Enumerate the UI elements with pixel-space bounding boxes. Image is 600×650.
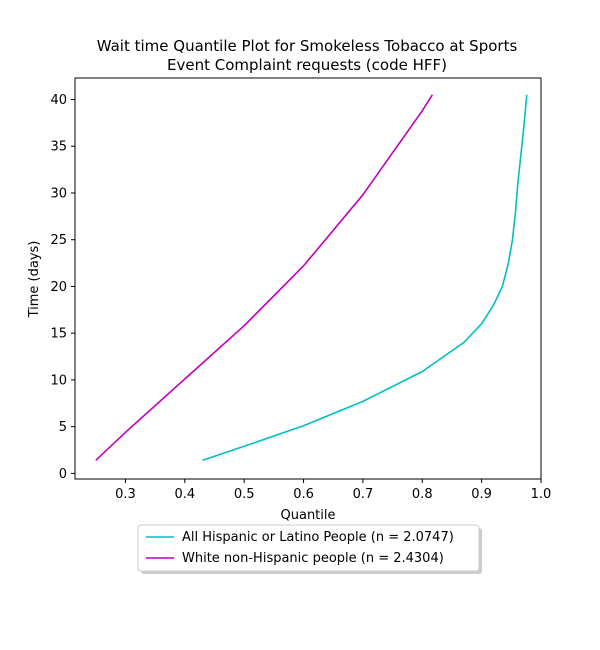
x-tick-label: 0.3 bbox=[115, 487, 136, 502]
y-tick-label: 40 bbox=[50, 93, 67, 108]
y-tick-label: 20 bbox=[50, 280, 67, 295]
chart-title-line-1: Wait time Quantile Plot for Smokeless To… bbox=[97, 37, 518, 55]
x-axis-label: Quantile bbox=[281, 508, 336, 523]
y-axis-label: Time (days) bbox=[27, 241, 42, 319]
chart-title-line-2: Event Complaint requests (code HFF) bbox=[167, 56, 447, 74]
plot-frame bbox=[74, 77, 542, 480]
x-tick-label: 0.7 bbox=[353, 487, 374, 502]
x-tick-label: 1.0 bbox=[531, 487, 552, 502]
series-line-white bbox=[95, 94, 434, 461]
y-tick-label: 15 bbox=[50, 327, 67, 342]
y-tick-label: 5 bbox=[59, 420, 67, 435]
series-line-hispanic bbox=[202, 94, 528, 462]
legend-box bbox=[137, 524, 480, 572]
x-tick-label: 0.5 bbox=[234, 487, 255, 502]
legend-label-white: White non-Hispanic people (n = 2.4304) bbox=[182, 551, 444, 566]
y-tick-label: 25 bbox=[50, 233, 67, 248]
y-tick-label: 30 bbox=[50, 186, 67, 201]
x-tick-label: 0.6 bbox=[293, 487, 314, 502]
y-tick-label: 0 bbox=[59, 467, 67, 482]
y-tick-label: 10 bbox=[50, 373, 67, 388]
legend-label-hispanic: All Hispanic or Latino People (n = 2.074… bbox=[182, 530, 454, 545]
y-tick-label: 35 bbox=[50, 140, 67, 155]
x-tick-label: 0.4 bbox=[174, 487, 195, 502]
x-tick-label: 0.8 bbox=[412, 487, 433, 502]
legend: All Hispanic or Latino People (n = 2.074… bbox=[137, 524, 482, 574]
x-tick-label: 0.9 bbox=[471, 487, 492, 502]
